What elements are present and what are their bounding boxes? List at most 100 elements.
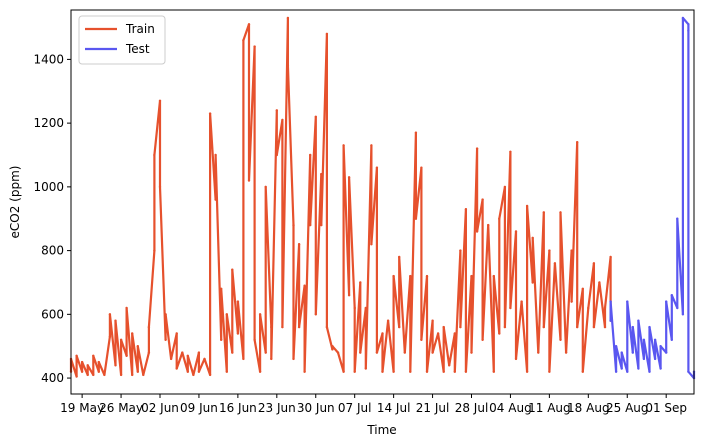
x-tick-label-3: 09 Jun bbox=[180, 401, 218, 415]
train-point-7 bbox=[86, 364, 89, 367]
train-point-161 bbox=[559, 338, 562, 341]
train-point-139 bbox=[487, 223, 490, 227]
train-point-163 bbox=[564, 351, 568, 354]
train-point-106 bbox=[381, 370, 384, 373]
test-point-16 bbox=[653, 357, 657, 361]
train-point-119 bbox=[425, 274, 429, 278]
train-point-98 bbox=[359, 351, 362, 354]
train-point-107 bbox=[386, 319, 390, 322]
train-point-155 bbox=[537, 351, 540, 354]
train-point-172 bbox=[592, 325, 596, 329]
train-point-135 bbox=[475, 147, 479, 150]
train-point-125 bbox=[442, 325, 445, 329]
train-point-126 bbox=[448, 364, 451, 367]
train-point-44 bbox=[208, 373, 212, 377]
train-point-89 bbox=[331, 345, 334, 348]
train-point-173 bbox=[598, 281, 601, 284]
train-point-114 bbox=[409, 370, 412, 373]
train-point-133 bbox=[470, 274, 473, 278]
train-point-3 bbox=[75, 354, 78, 357]
train-point-148 bbox=[514, 230, 518, 233]
train-point-21 bbox=[131, 373, 134, 377]
train-point-61 bbox=[253, 338, 256, 341]
train-point-165 bbox=[570, 300, 573, 303]
train-point-52 bbox=[231, 351, 234, 354]
train-point-51 bbox=[225, 313, 228, 316]
train-point-124 bbox=[442, 370, 445, 373]
train-point-19 bbox=[125, 354, 128, 357]
train-point-130 bbox=[459, 325, 462, 329]
train-point-96 bbox=[353, 370, 356, 373]
train-point-37 bbox=[181, 351, 184, 354]
train-point-127 bbox=[453, 332, 456, 335]
train-point-5 bbox=[80, 360, 84, 364]
train-point-12 bbox=[103, 373, 106, 377]
train-point-167 bbox=[576, 325, 579, 329]
train-point-141 bbox=[492, 274, 495, 278]
test-point-13 bbox=[642, 338, 646, 341]
x-tick-label-11: 04 Aug bbox=[489, 401, 532, 415]
train-point-151 bbox=[525, 370, 529, 373]
test-point-14 bbox=[648, 370, 651, 373]
train-point-8 bbox=[92, 373, 95, 377]
train-point-79 bbox=[303, 370, 306, 373]
test-point-6 bbox=[626, 370, 629, 373]
y-tick-label-400: 400 bbox=[41, 371, 64, 385]
train-point-156 bbox=[542, 211, 545, 214]
train-point-175 bbox=[603, 306, 607, 310]
legend-label-test: Test bbox=[125, 42, 150, 56]
train-point-122 bbox=[431, 351, 434, 354]
test-point-11 bbox=[637, 319, 640, 322]
train-point-168 bbox=[581, 287, 584, 290]
plot-area bbox=[71, 10, 694, 394]
train-point-33 bbox=[164, 313, 167, 316]
x-tick-label-1: 26 May bbox=[99, 401, 143, 415]
train-point-95 bbox=[353, 306, 356, 310]
train-point-36 bbox=[175, 367, 178, 370]
test-point-27 bbox=[681, 16, 685, 20]
train-point-109 bbox=[392, 274, 395, 278]
test-point-29 bbox=[687, 29, 690, 32]
train-point-32 bbox=[164, 338, 167, 341]
y-tick-label-1200: 1200 bbox=[33, 116, 64, 130]
train-point-63 bbox=[258, 313, 262, 316]
train-point-26 bbox=[147, 351, 151, 354]
train-point-169 bbox=[581, 370, 584, 373]
train-point-160 bbox=[553, 262, 557, 265]
train-point-4 bbox=[80, 370, 84, 373]
train-point-154 bbox=[531, 236, 534, 240]
train-point-23 bbox=[136, 370, 139, 373]
train-point-46 bbox=[214, 198, 217, 201]
train-point-76 bbox=[297, 243, 301, 246]
train-point-136 bbox=[475, 230, 479, 233]
train-series-line bbox=[69, 16, 612, 378]
test-point-9 bbox=[631, 325, 634, 329]
train-point-115 bbox=[414, 131, 418, 134]
train-point-62 bbox=[258, 370, 262, 373]
train-point-82 bbox=[314, 115, 317, 119]
x-tick-label-0: 19 May bbox=[60, 401, 104, 415]
train-point-28 bbox=[153, 249, 156, 252]
train-point-72 bbox=[286, 16, 290, 20]
x-tick-label-7: 07 Jul bbox=[338, 401, 372, 415]
x-axis-title: Time bbox=[366, 423, 396, 437]
test-point-15 bbox=[648, 325, 651, 329]
train-point-10 bbox=[97, 370, 101, 373]
train-point-97 bbox=[359, 281, 362, 284]
test-point-25 bbox=[676, 217, 679, 220]
train-point-110 bbox=[398, 325, 401, 329]
train-point-86 bbox=[325, 32, 329, 36]
train-point-150 bbox=[520, 300, 523, 303]
train-point-31 bbox=[158, 185, 162, 189]
train-point-30 bbox=[158, 99, 162, 103]
train-point-116 bbox=[414, 217, 418, 220]
train-point-58 bbox=[247, 23, 251, 26]
y-axis: 400 600 800 1000 1200 1400 bbox=[33, 52, 71, 385]
train-point-113 bbox=[409, 274, 412, 278]
train-point-56 bbox=[242, 357, 245, 361]
train-point-11 bbox=[97, 360, 101, 364]
train-point-83 bbox=[314, 313, 317, 316]
train-point-92 bbox=[342, 144, 345, 147]
train-point-131 bbox=[464, 208, 468, 211]
